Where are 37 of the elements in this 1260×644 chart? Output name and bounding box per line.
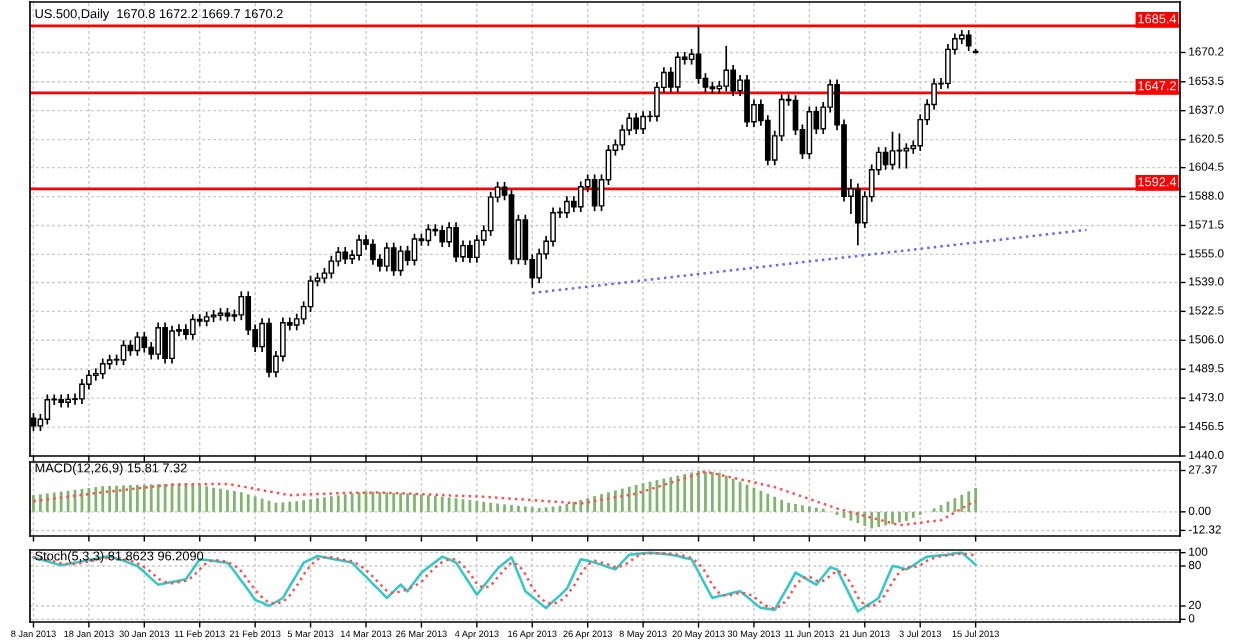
- candlestick: [633, 112, 640, 135]
- candlestick: [79, 378, 85, 405]
- candlestick: [674, 51, 681, 94]
- candlestick: [591, 173, 598, 212]
- candlestick: [903, 142, 910, 170]
- candlestick: [453, 221, 459, 263]
- candlestick: [383, 241, 390, 273]
- candlestick: [356, 233, 362, 262]
- line-series: [531, 228, 1088, 295]
- candlestick: [328, 254, 335, 280]
- candlestick: [896, 132, 903, 170]
- candlestick: [965, 29, 972, 52]
- candlestick: [855, 182, 861, 246]
- candlestick: [390, 241, 397, 277]
- candlestick: [44, 393, 51, 426]
- candlestick: [72, 392, 78, 406]
- candlestick: [467, 239, 473, 264]
- candlestick: [120, 339, 127, 367]
- candlestick: [141, 331, 148, 354]
- candlestick: [397, 244, 404, 277]
- candlestick: [370, 238, 376, 266]
- candlestick: [404, 244, 411, 267]
- candlestick: [134, 331, 141, 357]
- candlestick: [577, 180, 584, 213]
- candlestick: [162, 321, 168, 365]
- candlestick: [640, 110, 646, 135]
- candlestick: [189, 313, 196, 341]
- candlestick: [564, 195, 570, 219]
- candlestick: [196, 313, 203, 328]
- candlestick: [99, 357, 106, 380]
- candlestick: [169, 324, 175, 365]
- candlestick: [439, 224, 446, 248]
- candlestick: [744, 74, 750, 128]
- candlestick: [155, 321, 162, 361]
- candlestick: [723, 44, 730, 93]
- candlestick: [411, 232, 418, 267]
- candlestick: [92, 367, 99, 382]
